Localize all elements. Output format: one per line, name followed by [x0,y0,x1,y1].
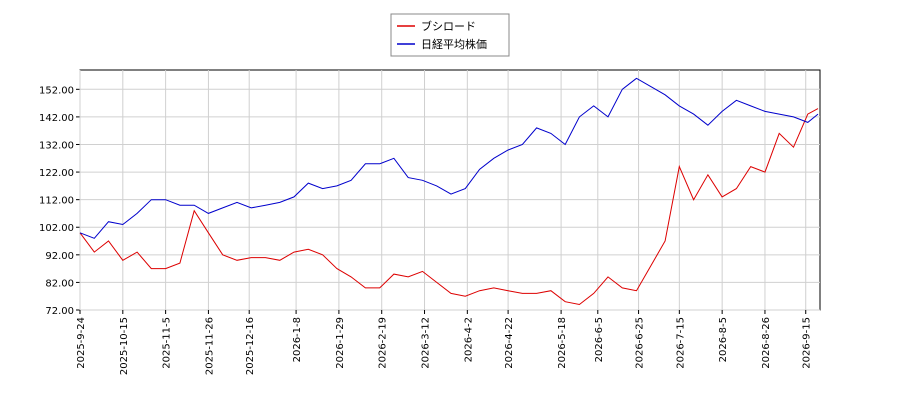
x-tick-label: 2025-11-5 [162,317,173,369]
y-tick-label: 82.00 [45,278,74,289]
x-tick-label: 2026-6-25 [635,317,646,369]
x-tick-label: 2026-5-18 [557,317,568,369]
x-tick-label: 2026-1-29 [335,317,346,369]
x-tick-label: 2025-11-26 [204,317,215,375]
legend-box [390,13,510,57]
x-tick-label: 2026-3-12 [421,317,432,369]
x-tick-label: 2026-7-15 [675,317,686,369]
x-tick-label: 2025-10-15 [119,317,130,375]
y-tick-label: 92.00 [45,251,74,262]
y-tick-label: 72.00 [45,306,74,317]
y-tick-label: 122.00 [39,168,74,179]
x-tick-label: 2026-9-15 [802,317,813,369]
y-tick-label: 102.00 [39,223,74,234]
x-tick-label: 2026-8-26 [761,317,772,369]
legend-label: ブシロード [421,19,476,33]
y-tick-label: 142.00 [39,113,74,124]
y-tick-label: 152.00 [39,85,74,96]
x-tick-label: 2026-4-22 [504,317,515,369]
series-line [79,77,819,239]
x-tick-label: 2026-1-8 [292,317,303,362]
x-tick-label: 2025-12-16 [245,317,256,375]
y-tick-label: 112.00 [39,196,74,207]
series-line [79,108,819,306]
x-tick-label: 2026-2-19 [378,317,389,369]
plot-frame [79,69,821,311]
legend-label: 日経平均株価 [421,37,487,51]
x-tick-label: 2026-8-5 [718,317,729,362]
x-tick-label: 2026-6-5 [594,317,605,362]
y-tick-label: 132.00 [39,140,74,151]
x-tick-label: 2025-9-24 [76,317,87,369]
x-tick-label: 2026-4-2 [463,317,474,362]
